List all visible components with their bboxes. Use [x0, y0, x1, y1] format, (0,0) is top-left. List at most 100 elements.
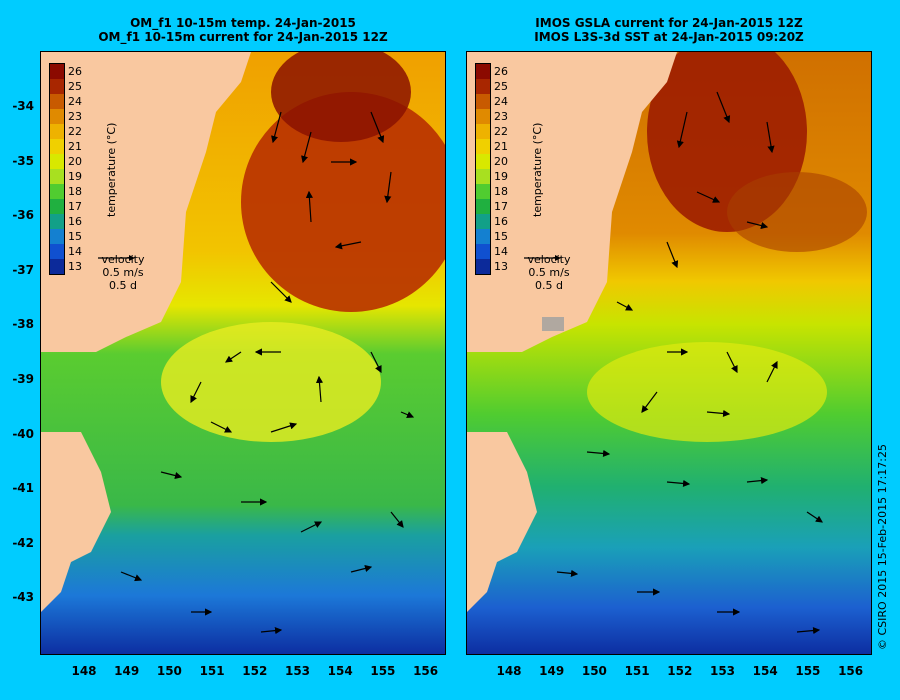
velocity-label: velocity: [101, 253, 145, 266]
x-axis-label: 155: [795, 664, 821, 678]
colorbar-tick-label: 21: [68, 139, 82, 153]
x-axis-label: 154: [327, 664, 353, 678]
colorbar-tick-label: 13: [494, 259, 508, 273]
colorbar-segment: [50, 199, 64, 214]
y-axis-label: -39: [12, 372, 34, 386]
colorbar-tick-label: 19: [68, 169, 82, 183]
colorbar-segment: [50, 229, 64, 244]
tasmania-land: [41, 432, 111, 612]
colorbar-tick-label: 22: [494, 124, 508, 138]
x-axis-label: 151: [624, 664, 650, 678]
colorbar-segment: [476, 244, 490, 259]
x-axis-label: 148: [496, 664, 522, 678]
left-panel-title: OM_f1 10-15m temp. 24-Jan-2015 OM_f1 10-…: [40, 16, 446, 44]
colorbar-segment: [476, 259, 490, 274]
colorbar-tick-label: 23: [494, 109, 508, 123]
velocity-key: velocity 0.5 m/s 0.5 d: [93, 253, 153, 292]
y-axis-label: -43: [12, 590, 34, 605]
y-axis-label: -38: [12, 317, 34, 332]
current-vectors: [120, 111, 415, 635]
colorbar-tick-label: 15: [494, 229, 508, 243]
colorbar-segment: [50, 94, 64, 109]
y-axis-label: -40: [12, 426, 34, 441]
colorbar-segment: [476, 229, 490, 244]
left-title-line1: OM_f1 10-15m temp. 24-Jan-2015: [130, 16, 356, 30]
x-axis-label: 152: [242, 664, 268, 678]
colorbar-tick-label: 14: [494, 244, 508, 258]
colorbar-segment: [50, 109, 64, 124]
colorbar-tick-label: 24: [68, 94, 82, 108]
colorbar-label-right: temperature (°C): [531, 122, 544, 217]
colorbar-tick-label: 18: [494, 184, 508, 198]
colorbar-tick-label: 21: [494, 139, 508, 153]
warm-eddy: [241, 92, 445, 312]
velocity-arrow: [524, 255, 561, 261]
colorbar-tick-label: 13: [68, 259, 82, 273]
x-axis-label: 151: [199, 664, 225, 678]
colorbar-segment: [50, 184, 64, 199]
right-title-line2: IMOS L3S-3d SST at 24-Jan-2015 09:20Z: [534, 30, 804, 44]
colorbar-tick-label: 22: [68, 124, 82, 138]
colorbar: [49, 63, 65, 275]
colorbar-segment: [476, 79, 490, 94]
no-data-patch: [542, 317, 564, 331]
colorbar-segment: [476, 109, 490, 124]
colorbar-right: [475, 63, 491, 275]
colorbar-segment: [476, 199, 490, 214]
x-axis-label: 149: [539, 664, 565, 678]
y-axis-label: -41: [12, 481, 34, 496]
colorbar-tick-label: 25: [494, 79, 508, 93]
colorbar-tick-label: 17: [68, 199, 82, 213]
colorbar-label: temperature (°C): [105, 122, 118, 217]
colorbar-tick-label: 16: [68, 214, 82, 228]
colorbar-tick-label: 25: [68, 79, 82, 93]
colorbar-segment: [50, 244, 64, 259]
colorbar-segment: [50, 154, 64, 169]
velocity-speed: 0.5 m/s: [528, 266, 570, 279]
x-axis-label: 153: [709, 664, 736, 678]
colorbar-segment: [476, 214, 490, 229]
colorbar-tick-label: 19: [494, 169, 508, 183]
current-vectors: [556, 91, 823, 635]
colorbar-tick-label: 18: [68, 184, 82, 198]
colorbar-tick-label: 20: [494, 154, 508, 168]
colorbar-tick-label: 15: [68, 229, 82, 243]
colorbar-tick-label: 17: [494, 199, 508, 213]
left-title-line2: OM_f1 10-15m current for 24-Jan-2015 12Z: [98, 30, 388, 44]
colorbar-segment: [50, 139, 64, 154]
right-panel-title: IMOS GSLA current for 24-Jan-2015 12Z IM…: [466, 16, 872, 44]
credit-text: © CSIRO 2015 15-Feb-2015 17:17:25: [876, 444, 889, 650]
x-axis-label: 154: [752, 664, 778, 678]
colorbar-segment: [50, 214, 64, 229]
velocity-key-right: velocity 0.5 m/s 0.5 d: [519, 253, 579, 292]
colorbar-segment: [476, 139, 490, 154]
velocity-duration: 0.5 d: [535, 279, 563, 292]
warm-core-region: [161, 322, 381, 442]
velocity-duration: 0.5 d: [109, 279, 137, 292]
x-axis-label: 156: [413, 664, 439, 678]
colorbar-segment: [50, 64, 64, 79]
y-axis-label: -42: [12, 535, 34, 550]
left-map-graphic: [41, 52, 445, 654]
colorbar-segment: [476, 64, 490, 79]
colorbar-segment: [476, 94, 490, 109]
right-map-panel: 26 25 24 23 22 21 20 19 18 17 16 15 14 13 temperature…: [466, 51, 872, 655]
velocity-label: velocity: [527, 253, 571, 266]
colorbar-tick-label: 23: [68, 109, 82, 123]
y-axis-label: -35: [12, 153, 34, 168]
colorbar-tick-label: 14: [68, 244, 82, 258]
colorbar-tick-label: 26: [494, 64, 508, 78]
colorbar-tick-label: 24: [494, 94, 508, 108]
x-axis-label: 150: [156, 664, 182, 678]
x-axis-label: 156: [838, 664, 864, 678]
right-map-graphic: [467, 52, 871, 654]
colorbar-tick-label: 16: [494, 214, 508, 228]
colorbar-tick-label: 26: [68, 64, 82, 78]
y-axis-label: -36: [12, 208, 34, 223]
x-axis-label: 153: [284, 664, 311, 678]
warm-core-region: [587, 342, 827, 442]
y-axis-label: -34: [12, 99, 34, 113]
velocity-speed: 0.5 m/s: [102, 266, 144, 279]
land-mass: [41, 52, 251, 352]
colorbar-segment: [50, 124, 64, 139]
